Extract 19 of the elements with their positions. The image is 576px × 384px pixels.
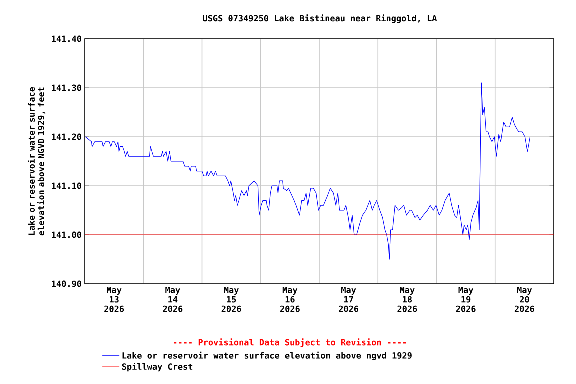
x-tick-label: May 14 2026 [163,287,183,312]
legend-label: Spillway Crest [122,363,193,372]
x-tick-label: May 13 2026 [104,287,124,312]
y-tick-label: 141.40 [52,36,82,42]
y-tick-label: 141.30 [52,84,82,92]
legend-label: Lake or reservoir water surface elevation above ngvd 1929 [122,352,412,361]
x-tick-label: May 15 2026 [222,287,242,312]
y-tick-label: 141.00 [52,232,82,238]
x-tick-label: May 20 2026 [514,287,534,312]
x-tick-label: May 17 2026 [339,287,359,312]
x-tick-label: May 16 2026 [280,287,300,312]
text: ---- Provisional Data Subject to Revision ---- [174,338,406,348]
y-axis-title: Lake or reservoir water surface elevation above NGVD 1929, feet [28,87,46,236]
chart-title: USGS 07349250 Lake Bistineau near Ringgold, LA [203,14,438,24]
x-tick-label: May 18 2026 [398,287,418,312]
y-tick-label: 140.90 [52,280,82,288]
y-tick-label: 141.20 [52,134,82,140]
y-tick-label: 141.10 [52,182,82,190]
x-tick-label: May 19 2026 [456,287,476,312]
